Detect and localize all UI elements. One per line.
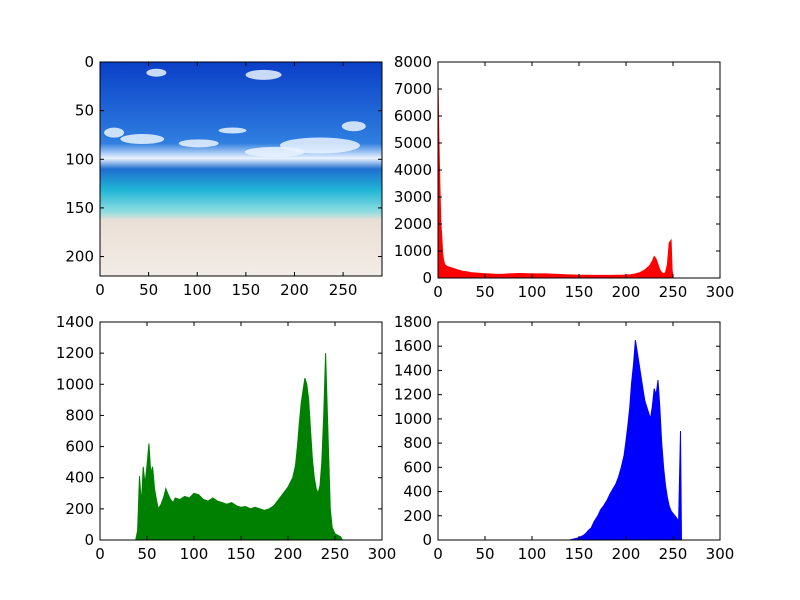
y-tick-label: 1400 (56, 313, 94, 331)
y-tick-label: 1200 (394, 386, 432, 404)
y-tick-label: 400 (403, 483, 432, 501)
cloud-shape (244, 146, 305, 157)
x-tick-label: 50 (137, 545, 156, 563)
x-tick-label: 50 (475, 545, 494, 563)
y-tick-label: 200 (65, 500, 94, 518)
cloud-shape (178, 139, 219, 148)
x-tick-label: 200 (280, 281, 309, 299)
y-tick-label: 150 (65, 199, 94, 217)
y-tick-label: 800 (403, 434, 432, 452)
y-tick-label: 200 (65, 248, 94, 266)
y-tick-label: 4000 (394, 161, 432, 179)
y-tick-label: 0 (422, 531, 432, 549)
x-tick-label: 250 (659, 545, 688, 563)
x-tick-label: 300 (706, 545, 735, 563)
cloud-shape (104, 127, 125, 138)
y-tick-label: 400 (65, 469, 94, 487)
beach-photo (100, 62, 382, 276)
x-tick-label: 0 (95, 545, 105, 563)
x-tick-label: 50 (475, 283, 494, 301)
x-tick-label: 0 (433, 545, 443, 563)
y-tick-label: 0 (84, 531, 94, 549)
cloud-shape (120, 134, 165, 145)
y-tick-label: 7000 (394, 80, 432, 98)
y-tick-label: 1000 (394, 410, 432, 428)
x-tick-label: 150 (565, 283, 594, 301)
cloud-shape (341, 121, 366, 132)
beach-image (100, 62, 382, 276)
x-tick-label: 150 (565, 545, 594, 563)
x-tick-label: 250 (329, 281, 358, 299)
x-tick-label: 100 (180, 545, 209, 563)
x-tick-label: 300 (706, 283, 735, 301)
x-tick-label: 100 (518, 545, 547, 563)
x-tick-label: 150 (232, 281, 261, 299)
panel-bottom-right: 0 50 100 150 200 250 300 0 200 400 600 800 1000 1200 1… (394, 313, 735, 563)
x-tick-label: 300 (368, 545, 397, 563)
x-tick-label: 50 (139, 281, 158, 299)
y-tick-label: 600 (65, 438, 94, 456)
y-tick-label: 1600 (394, 337, 432, 355)
y-tick-label: 50 (75, 102, 94, 120)
y-tick-label: 5000 (394, 134, 432, 152)
axes-frame (437, 61, 721, 279)
x-tick-label: 100 (183, 281, 212, 299)
x-tick-label: 250 (659, 283, 688, 301)
axes-frame (437, 321, 721, 541)
cloud-shape (218, 127, 247, 134)
cloud-shape (146, 68, 167, 77)
axes-frame (99, 321, 383, 541)
y-tick-label: 0 (84, 53, 94, 71)
y-tick-label: 800 (65, 406, 94, 424)
panel-bottom-left: 0 50 100 150 200 250 300 0 200 400 600 800 1000 1200 1… (56, 313, 397, 563)
histogram-bars-bottom-right (438, 340, 683, 541)
y-tick-label: 1800 (394, 313, 432, 331)
x-tick-label: 0 (433, 283, 443, 301)
axes-frame (99, 61, 383, 277)
y-tick-label: 3000 (394, 188, 432, 206)
panel-top-right: 0 50 100 150 200 250 3000100020003000400050006… (394, 53, 735, 301)
y-tick-label: 0 (422, 269, 432, 287)
x-tick-label: 100 (518, 283, 547, 301)
panel-top-left: 0 50 100 150 200 250 0 50 100 150 200 (65, 53, 383, 299)
x-tick-label: 250 (321, 545, 350, 563)
histogram-bars-top-right (437, 80, 674, 279)
x-tick-label: 200 (612, 283, 641, 301)
y-tick-label: 600 (403, 458, 432, 476)
y-tick-label: 8000 (394, 53, 432, 71)
y-tick-label: 1400 (394, 361, 432, 379)
y-tick-label: 200 (403, 507, 432, 525)
cloud-shape (245, 69, 282, 80)
x-tick-label: 150 (227, 545, 256, 563)
histogram-bars-bottom-left (135, 353, 344, 541)
y-tick-label: 1000 (56, 375, 94, 393)
x-tick-label: 0 (95, 281, 105, 299)
x-tick-label: 200 (612, 545, 641, 563)
y-tick-label: 2000 (394, 215, 432, 233)
y-tick-label: 6000 (394, 107, 432, 125)
x-tick-label: 200 (274, 545, 303, 563)
y-tick-label: 1200 (56, 344, 94, 362)
y-tick-label: 100 (65, 150, 94, 168)
y-tick-label: 1000 (394, 242, 432, 260)
